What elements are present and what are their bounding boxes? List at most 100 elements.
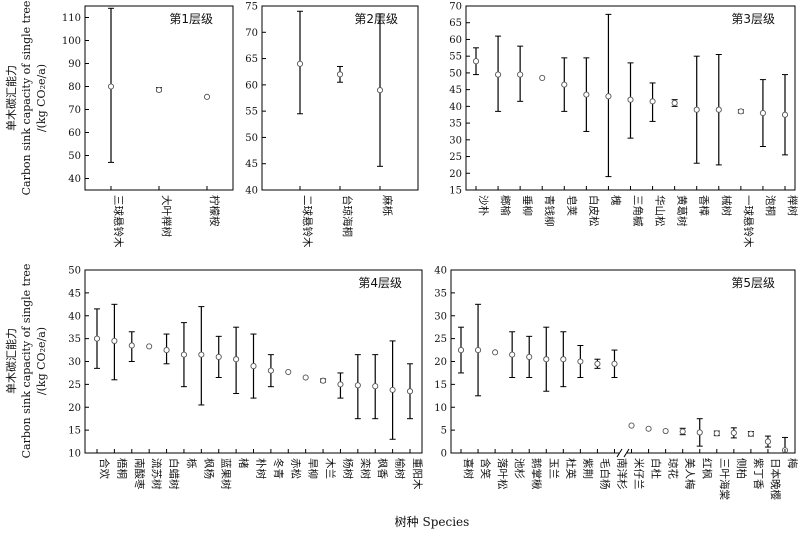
y-tick-label: 50: [245, 133, 258, 144]
category-label: 槐: [609, 195, 622, 206]
category-label: 一球悬铃木: [742, 195, 755, 248]
data-point: [611, 360, 618, 367]
panel-title: 第4层级: [358, 276, 402, 290]
data-point: [146, 343, 153, 350]
category-label: 三角槭: [632, 195, 645, 227]
category-label: 赤松: [289, 458, 302, 479]
y-tick-label: 0: [441, 449, 447, 460]
y-tick-label: 40: [449, 102, 462, 113]
y-axis-label: Carbon sink capacity of single tree: [20, 264, 33, 459]
y-tick-label: 60: [245, 80, 258, 91]
category-label: 台琼海桐: [341, 195, 354, 237]
axis-break-mark: [616, 448, 623, 458]
y-tick-label: 20: [68, 403, 81, 414]
data-point: [715, 106, 722, 113]
data-point: [198, 351, 205, 358]
category-label: 池杉: [513, 458, 526, 479]
category-label: 榔榆: [499, 195, 512, 216]
y-tick-label: 70: [449, 2, 462, 13]
category-label: 皂荚: [565, 195, 578, 216]
data-point: [406, 388, 414, 395]
category-label: 麻栎: [381, 195, 394, 216]
y-tick-label: 70: [68, 105, 81, 116]
category-label: 流苏树: [150, 458, 163, 490]
category-label: 蓝果树: [220, 458, 233, 490]
category-label: 白皮松: [587, 195, 600, 227]
data-point: [475, 347, 482, 354]
category-label: 梧桐: [115, 458, 128, 479]
data-point: [693, 106, 700, 113]
data-point: [662, 427, 669, 435]
data-point: [759, 110, 766, 117]
y-tick-label: 80: [68, 82, 81, 93]
category-label: 三叶海棠: [718, 458, 731, 500]
data-point: [233, 356, 240, 363]
data-point: [781, 111, 789, 118]
data-point: [671, 99, 678, 107]
category-label: 朴树: [255, 458, 268, 479]
category-label: 琼花: [667, 458, 680, 479]
category-label: 合欢: [98, 458, 111, 479]
data-point: [457, 347, 465, 354]
y-tick-label: 30: [449, 135, 462, 146]
y-tick-label: 50: [449, 68, 462, 79]
y-tick-label: 70: [245, 28, 258, 39]
category-label: 南酸枣: [133, 458, 146, 490]
y-tick-label: 55: [245, 107, 258, 118]
y-tick-label: 45: [245, 159, 258, 170]
data-point: [594, 360, 601, 367]
data-point: [155, 86, 163, 93]
data-point: [737, 108, 744, 115]
data-point: [679, 428, 686, 435]
data-point: [163, 347, 170, 354]
y-axis-label: Carbon sink capacity of single tree: [20, 1, 33, 196]
data-point: [730, 429, 737, 436]
panel-title: 第5层级: [731, 276, 775, 290]
data-point: [203, 93, 211, 100]
y-tick-label: 15: [434, 380, 447, 391]
category-label: 黄葛树: [676, 195, 689, 227]
y-tick-label: 35: [68, 334, 81, 345]
y-tick-label: 65: [245, 54, 258, 65]
category-label: 冬青: [272, 458, 285, 479]
data-point: [764, 438, 771, 445]
data-point: [302, 374, 309, 381]
y-tick-label: 45: [68, 288, 81, 299]
category-label: 白杜: [650, 458, 663, 479]
category-label: 香樟: [698, 195, 711, 216]
plot-frame: [450, 269, 796, 454]
category-label: 毛白杨: [598, 458, 611, 490]
y-tick-label: 50: [68, 151, 81, 162]
data-point: [526, 353, 533, 360]
category-label: 紫丁香: [752, 458, 764, 490]
data-point: [495, 71, 502, 78]
y-tick-label: 20: [449, 169, 462, 180]
category-label: 梅: [786, 458, 799, 469]
data-point: [605, 93, 612, 100]
data-point: [376, 87, 384, 94]
data-point: [93, 335, 101, 342]
y-tick-label: 60: [68, 128, 81, 139]
category-label: 含笑: [479, 458, 492, 479]
data-point: [492, 349, 499, 356]
data-point: [215, 353, 222, 360]
y-tick-label: 30: [434, 311, 447, 322]
y-tick-label: 5: [441, 426, 447, 437]
data-point: [628, 422, 635, 429]
data-point: [111, 337, 118, 344]
category-label: 落叶松: [496, 458, 509, 490]
y-tick-label: 40: [68, 174, 81, 185]
y-tick-label: 45: [449, 85, 462, 96]
category-label: 南洋杉: [615, 458, 628, 490]
y-tick-label: 35: [434, 288, 447, 299]
data-point: [747, 430, 754, 437]
y-tick-label: 10: [68, 449, 81, 460]
y-tick-label: 25: [449, 152, 462, 163]
category-label: 喜树: [462, 458, 475, 479]
data-point: [561, 81, 568, 88]
category-label: 枫杨: [202, 458, 215, 479]
x-axis-label: 树种 Species: [395, 514, 470, 529]
category-label: 白蜡树: [168, 458, 181, 490]
